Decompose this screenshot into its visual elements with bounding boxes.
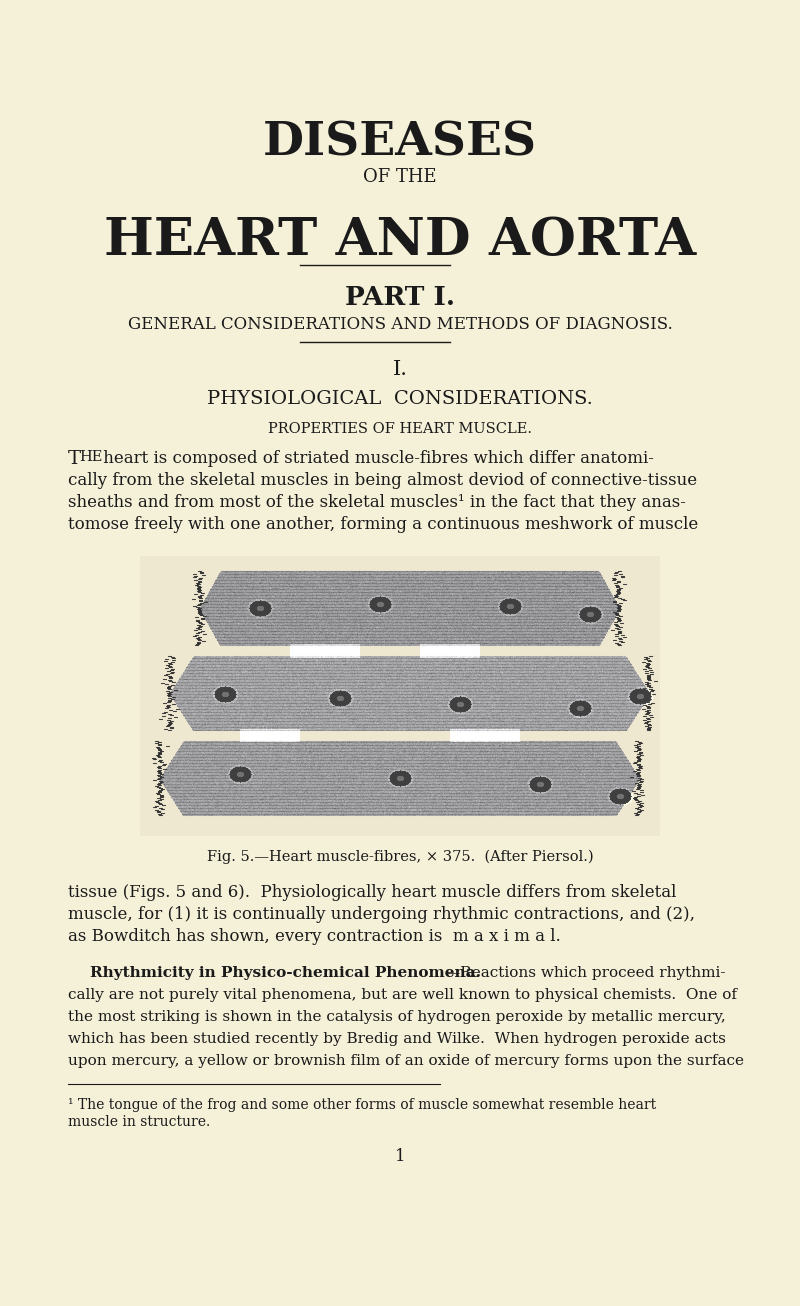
- Text: muscle in structure.: muscle in structure.: [68, 1115, 210, 1128]
- Text: tissue (Figs. 5 and 6).  Physiologically heart muscle differs from skeletal: tissue (Figs. 5 and 6). Physiologically …: [68, 884, 676, 901]
- Text: the most striking is shown in the catalysis of hydrogen peroxide by metallic mer: the most striking is shown in the cataly…: [68, 1010, 726, 1024]
- Text: ¹ The tongue of the frog and some other forms of muscle somewhat resemble heart: ¹ The tongue of the frog and some other …: [68, 1098, 656, 1111]
- Text: Rhythmicity in Physico-chemical Phenomena.: Rhythmicity in Physico-chemical Phenomen…: [90, 966, 481, 980]
- Text: cally are not purely vital phenomena, but are well known to physical chemists.  : cally are not purely vital phenomena, bu…: [68, 989, 737, 1002]
- Text: upon mercury, a yellow or brownish film of an oxide of mercury forms upon the su: upon mercury, a yellow or brownish film …: [68, 1054, 744, 1068]
- Text: muscle, for (1) it is continually undergoing rhythmic contractions, and (2),: muscle, for (1) it is continually underg…: [68, 906, 695, 923]
- Text: heart is composed of striated muscle-fibres which differ anatomi-: heart is composed of striated muscle-fib…: [98, 451, 654, 468]
- Text: OF THE: OF THE: [363, 168, 437, 185]
- Text: HE: HE: [79, 451, 102, 464]
- Text: PHYSIOLOGICAL  CONSIDERATIONS.: PHYSIOLOGICAL CONSIDERATIONS.: [207, 390, 593, 407]
- Text: 1: 1: [394, 1148, 406, 1165]
- Text: which has been studied recently by Bredig and Wilke.  When hydrogen peroxide act: which has been studied recently by Bredi…: [68, 1032, 726, 1046]
- Text: sheaths and from most of the skeletal muscles¹ in the fact that they anas-: sheaths and from most of the skeletal mu…: [68, 494, 686, 511]
- Text: tomose freely with one another, forming a continuous meshwork of muscle: tomose freely with one another, forming …: [68, 516, 698, 533]
- Text: GENERAL CONSIDERATIONS AND METHODS OF DIAGNOSIS.: GENERAL CONSIDERATIONS AND METHODS OF DI…: [128, 316, 672, 333]
- Text: T: T: [68, 451, 81, 468]
- Text: Fig. 5.—Heart muscle-fibres, × 375.  (After Piersol.): Fig. 5.—Heart muscle-fibres, × 375. (Aft…: [206, 850, 594, 865]
- Text: as Bowditch has shown, every contraction is  m a x i m a l.: as Bowditch has shown, every contraction…: [68, 929, 561, 946]
- Text: cally from the skeletal muscles in being almost deviod of connective-tissue: cally from the skeletal muscles in being…: [68, 471, 697, 488]
- Text: DISEASES: DISEASES: [263, 120, 537, 166]
- Text: —Reactions which proceed rhythmi-: —Reactions which proceed rhythmi-: [445, 966, 726, 980]
- Text: PROPERTIES OF HEART MUSCLE.: PROPERTIES OF HEART MUSCLE.: [268, 422, 532, 436]
- Text: PART I.: PART I.: [345, 285, 455, 310]
- Text: I.: I.: [393, 360, 407, 379]
- Text: HEART AND AORTA: HEART AND AORTA: [104, 215, 696, 266]
